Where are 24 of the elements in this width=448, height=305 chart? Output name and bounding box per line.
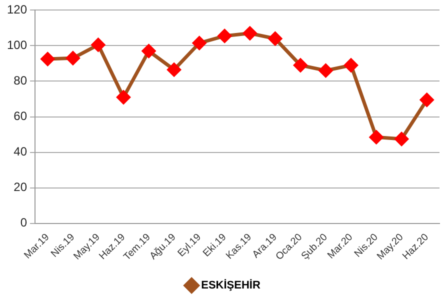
point bbox=[243, 26, 257, 40]
point bbox=[318, 64, 332, 78]
point bbox=[167, 62, 181, 76]
point bbox=[40, 52, 54, 66]
point bbox=[218, 29, 232, 43]
point bbox=[66, 51, 80, 65]
point bbox=[91, 38, 105, 52]
point bbox=[344, 58, 358, 72]
y-tick-label: 20 bbox=[14, 180, 28, 194]
y-tick-label: 60 bbox=[14, 109, 28, 124]
point bbox=[420, 93, 434, 107]
y-tick-label: 0 bbox=[20, 216, 28, 230]
y-tick-label: 40 bbox=[14, 144, 28, 159]
point bbox=[142, 44, 156, 58]
y-tick-label: 100 bbox=[6, 38, 28, 52]
point bbox=[268, 32, 282, 46]
y-tick-label: 80 bbox=[14, 74, 28, 88]
point bbox=[294, 58, 308, 72]
point bbox=[394, 132, 408, 146]
point bbox=[192, 36, 206, 50]
legend-label: ESKİŞEHİR bbox=[201, 278, 260, 292]
point bbox=[370, 130, 384, 144]
y-tick-label: 120 bbox=[6, 2, 28, 17]
point bbox=[116, 90, 130, 104]
